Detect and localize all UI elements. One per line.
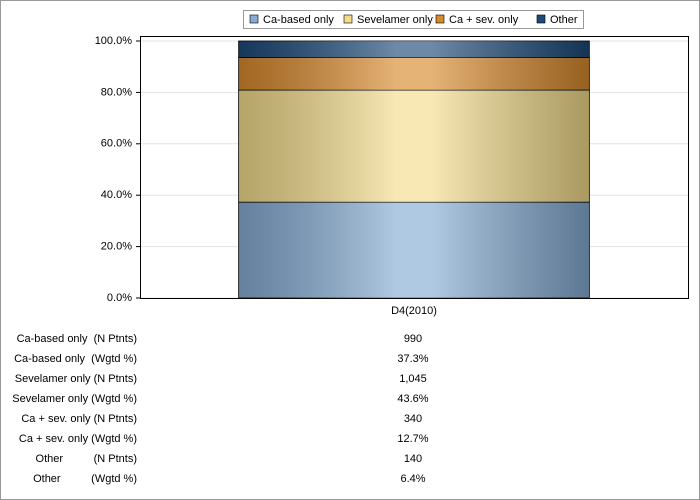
legend-swatch: [249, 14, 259, 24]
table-cell: 12.7%: [397, 433, 428, 445]
legend-label: Ca-based only: [263, 14, 334, 26]
y-tick-label: 40.0%: [101, 189, 132, 201]
table-row-label: Other (Wgtd %): [33, 473, 137, 485]
y-tick-label: 60.0%: [101, 138, 132, 150]
legend-swatch: [435, 14, 445, 24]
legend-swatch: [343, 14, 353, 24]
legend-swatch: [536, 14, 546, 24]
x-tick-label: D4(2010): [391, 305, 437, 317]
legend-label: Sevelamer only: [357, 14, 433, 26]
table-cell: 340: [404, 413, 422, 425]
bar-shine: [238, 202, 590, 298]
table-row-label: Sevelamer only (Wgtd %): [12, 393, 137, 405]
legend-label: Other: [550, 14, 578, 26]
table-row-label: Ca-based only (N Ptnts): [17, 333, 137, 345]
y-tick-label: 0.0%: [107, 292, 132, 304]
table-cell: 990: [404, 333, 422, 345]
table-row-label: Sevelamer only (N Ptnts): [15, 373, 137, 385]
bar-shine: [238, 41, 590, 58]
bar-shine: [238, 90, 590, 203]
table-row-label: Ca + sev. only (N Ptnts): [21, 413, 137, 425]
table-cell: 37.3%: [397, 353, 428, 365]
table-row-label: Ca + sev. only (Wgtd %): [19, 433, 137, 445]
table-cell: 6.4%: [400, 473, 425, 485]
legend-label: Ca + sev. only: [449, 14, 519, 26]
table-row-label: Ca-based only (Wgtd %): [14, 353, 137, 365]
y-tick-label: 100.0%: [95, 35, 133, 47]
table-cell: 43.6%: [397, 393, 428, 405]
table-cell: 1,045: [399, 373, 427, 385]
y-tick-label: 80.0%: [101, 86, 132, 98]
plot-frame: [140, 36, 689, 299]
table-cell: 140: [404, 453, 422, 465]
y-tick-label: 20.0%: [101, 241, 132, 253]
bar-shine: [238, 57, 590, 91]
table-row-label: Other (N Ptnts): [36, 453, 137, 465]
legend-box: [243, 10, 584, 29]
